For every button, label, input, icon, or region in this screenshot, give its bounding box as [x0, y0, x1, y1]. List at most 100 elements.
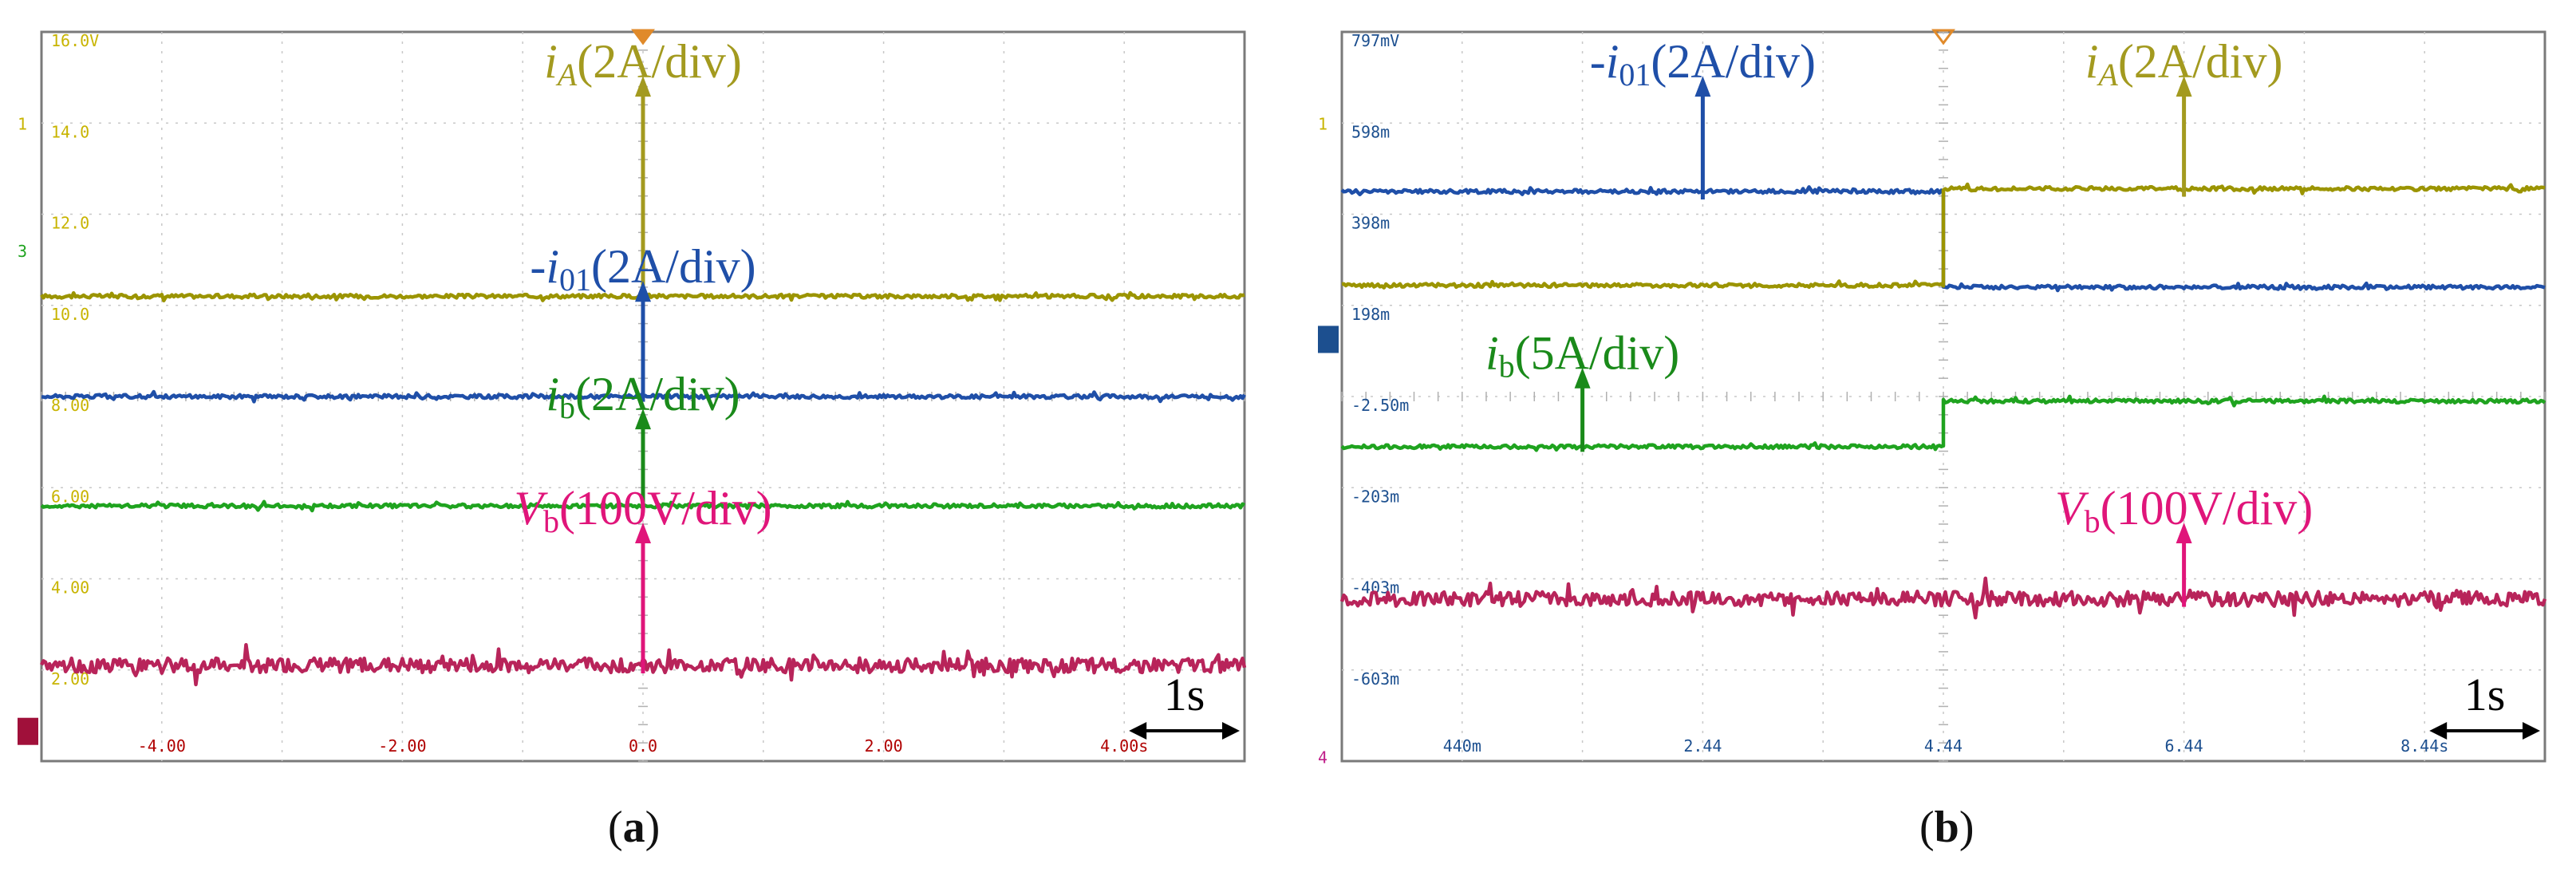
series-label-part: (100V/div)	[559, 482, 772, 535]
series-label-part: (2A/div)	[577, 35, 742, 88]
scale-arrow-left	[2429, 722, 2448, 740]
series-label: ib(5A/div)	[1485, 327, 1679, 385]
x-tick-label: 4.44	[1924, 736, 1963, 756]
series-label: iA(2A/div)	[544, 35, 742, 93]
series-label: -i01(2A/div)	[1590, 35, 1816, 93]
y-tick-label: 10.0	[51, 305, 89, 324]
y-tick-label: 797mV	[1351, 31, 1399, 50]
series-1: -i01(2A/div)	[41, 240, 1246, 404]
scale-arrow-right	[1222, 722, 1240, 740]
series-label-part: i	[2085, 35, 2099, 88]
x-tick-label: -2.00	[378, 736, 426, 756]
time-scale-bar: 1s	[1129, 669, 1240, 740]
time-scale-label: 1s	[2464, 669, 2506, 720]
x-tick-label: 440m	[1443, 736, 1481, 756]
series-label: -i01(2A/div)	[530, 240, 755, 298]
y-tick-label: 598m	[1351, 122, 1390, 141]
series-label-part: b	[1499, 349, 1515, 385]
series-1: iA(2A/div)	[1341, 35, 2546, 290]
x-tick-label: 4.00s	[1100, 736, 1148, 756]
caption-b-letter: b	[1934, 803, 1959, 852]
series-label-part: (2A/div)	[591, 240, 756, 293]
channel-1-marker: 1	[18, 114, 27, 133]
series-3: Vb(100V/div)	[39, 482, 1247, 687]
oscilloscope-panel-b: 797mV 598m 398m 198m -2.50m -203m -403m -603m 44…	[1308, 0, 2576, 872]
caption-a-letter: a	[622, 803, 645, 852]
x-tick-label: 2.00	[865, 736, 903, 756]
caption-b: (b)	[1919, 803, 1974, 852]
series-label-part: (5A/div)	[1515, 327, 1680, 380]
series-label-part: i	[1485, 327, 1499, 380]
channel-1-marker: 1	[1318, 114, 1327, 133]
series-label-part: i	[546, 368, 559, 420]
x-tick-label: 2.44	[1683, 736, 1722, 756]
trigger-marker	[631, 29, 655, 45]
trace-line	[1340, 394, 2546, 452]
x-tick-label: 0.0	[629, 736, 657, 756]
label-arrow-head	[635, 522, 651, 543]
channel-markers: 13	[18, 114, 27, 261]
series-label: Vb(100V/div)	[2055, 482, 2313, 539]
series-label-part: b	[2085, 503, 2101, 539]
series-2: ib(5A/div)	[1340, 327, 2546, 452]
y-tick-label: 2.00	[51, 669, 89, 689]
series-label-part: (100V/div)	[2101, 482, 2314, 535]
series-label-part: i	[1606, 35, 1619, 88]
y-tick-label: 14.0	[51, 122, 89, 141]
ground-reference-marker	[1318, 326, 1339, 353]
oscilloscope-panel-a: 16.0V 14.0 12.0 10.0 8.00 6.00 4.00 2.00 -4.00 -2…	[0, 0, 1276, 872]
trace-line	[1339, 576, 2547, 620]
y-tick-label: 12.0	[51, 214, 89, 233]
scope-plot-b: 797mV598m398m198m-2.50m-203m-403m-603m44…	[1318, 29, 2547, 767]
series-label: ib(2A/div)	[546, 368, 740, 425]
series-label-part: -	[1590, 35, 1606, 88]
series-label-part: b	[543, 503, 559, 539]
series-3: Vb(100V/div)	[1339, 482, 2547, 620]
series-label: iA(2A/div)	[2085, 35, 2283, 93]
ground-reference-marker	[18, 717, 38, 745]
label-arrow-head	[1574, 367, 1591, 389]
y-tick-label: 4.00	[51, 578, 89, 598]
center-ticks	[1341, 31, 2546, 762]
x-tick-label: 8.44s	[2400, 736, 2448, 756]
x-tick-label: 6.44	[2165, 736, 2203, 756]
label-arrow-head	[635, 76, 651, 97]
series-label-part: V	[2055, 482, 2089, 535]
channel-2-marker: 3	[18, 242, 27, 261]
label-arrow-head	[2176, 76, 2192, 97]
series-label-part: (2A/div)	[1651, 35, 1816, 88]
series-2: ib(2A/div)	[40, 368, 1246, 513]
y-tick-label: -203m	[1351, 487, 1399, 506]
series-label-part: -	[530, 240, 546, 293]
series-label-part: 01	[1619, 57, 1651, 93]
series-label-part: V	[514, 482, 548, 535]
channel-2-marker: 4	[1318, 748, 1327, 767]
series-label-part: A	[555, 57, 578, 93]
channel-markers: 14	[1318, 114, 1327, 767]
series-label-part: i	[544, 35, 558, 88]
label-arrow-head	[635, 408, 651, 430]
series-label-part: b	[559, 389, 575, 425]
y-tick-label: 198m	[1351, 305, 1390, 324]
trace-line	[1341, 182, 2546, 290]
time-scale-bar: 1s	[2429, 669, 2540, 740]
series-label-part: A	[2096, 57, 2118, 93]
series-label: Vb(100V/div)	[514, 482, 771, 539]
y-tick-label: 16.0V	[51, 31, 99, 50]
time-scale-label: 1s	[1164, 669, 1205, 720]
caption-a: (a)	[608, 803, 661, 852]
y-tick-label: -2.50m	[1351, 396, 1409, 415]
series-label-part: (2A/div)	[575, 368, 740, 420]
y-tick-label: -603m	[1351, 669, 1399, 689]
y-tick-label: 398m	[1351, 214, 1390, 233]
x-tick-label: -4.00	[138, 736, 186, 756]
y-tick-label: 6.00	[51, 487, 89, 506]
trigger-marker	[1931, 29, 1955, 45]
label-arrow-head	[1694, 76, 1711, 97]
series-label-part: 01	[559, 262, 591, 298]
series-label-part: (2A/div)	[2118, 35, 2283, 88]
label-arrow-head	[2176, 522, 2192, 543]
series-label-part: i	[546, 240, 559, 293]
label-arrow-head	[635, 281, 651, 302]
